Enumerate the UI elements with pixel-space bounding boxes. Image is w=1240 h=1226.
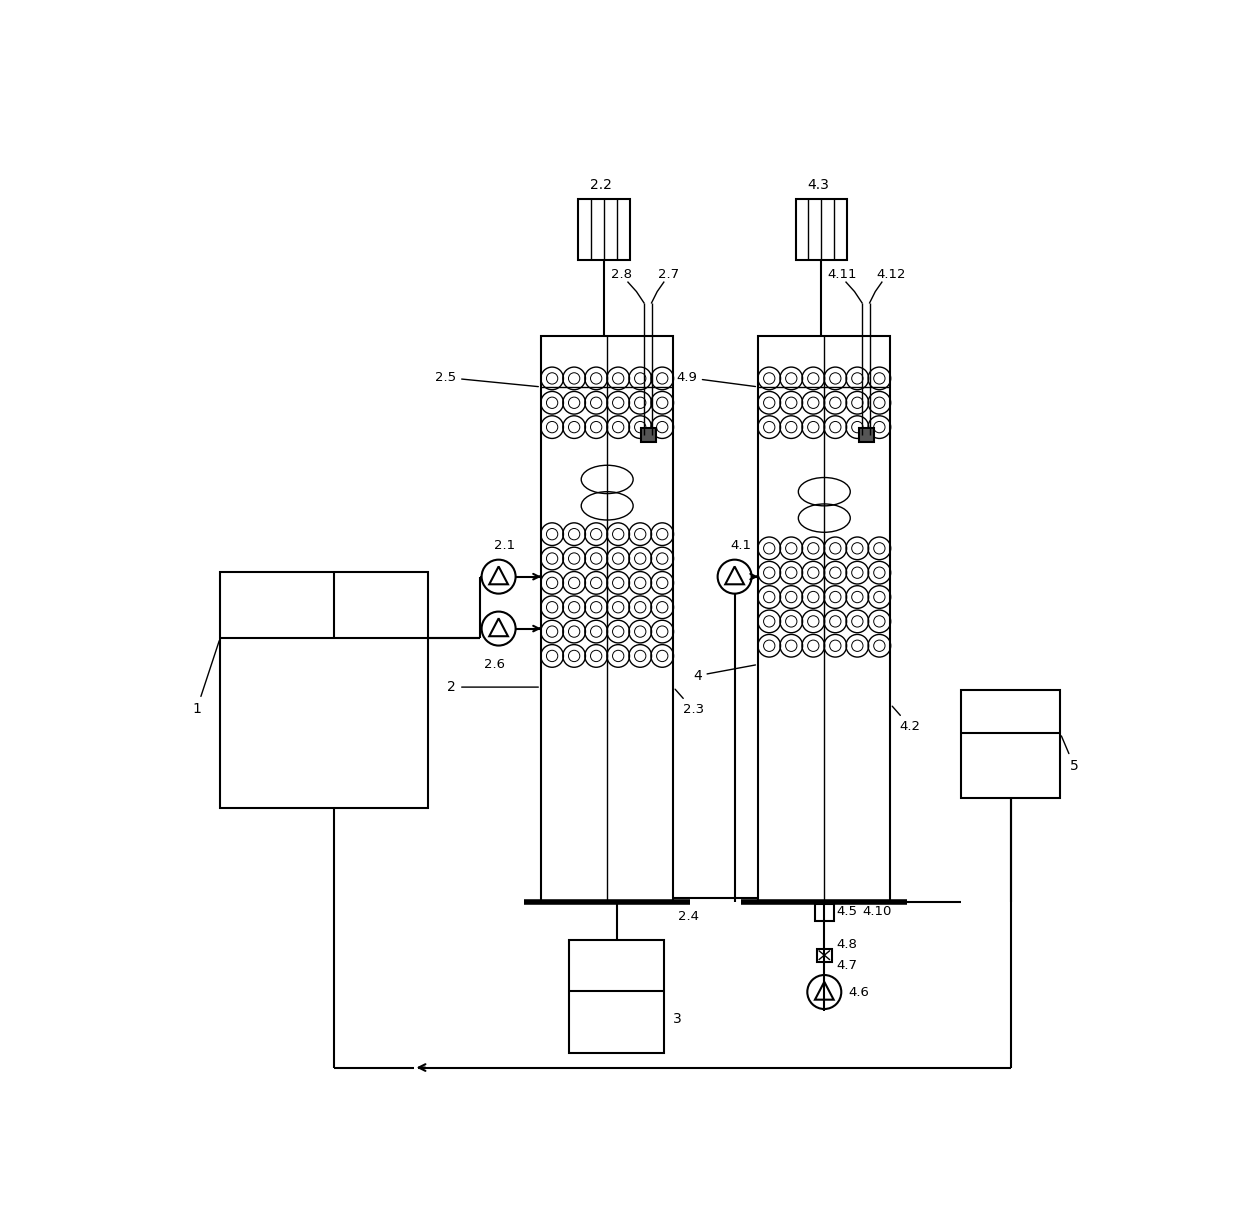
Text: 2.6: 2.6 [485,658,506,671]
Text: 4.6: 4.6 [848,986,869,998]
Bar [961,690,1060,798]
Text: 5: 5 [1061,736,1079,772]
Text: 4.8: 4.8 [837,938,857,951]
Text: 4.2: 4.2 [893,706,921,733]
Bar [541,336,673,902]
Text: 2.4: 2.4 [678,910,699,923]
Text: 1: 1 [192,641,219,716]
Bar [859,428,874,441]
Text: 4.12: 4.12 [877,268,905,281]
Text: 4.3: 4.3 [807,178,830,192]
Text: 4.10: 4.10 [862,905,892,918]
Text: 4.7: 4.7 [837,959,858,972]
Text: 4.9: 4.9 [676,371,755,386]
Bar [641,428,656,441]
Text: 4.11: 4.11 [827,268,857,281]
Text: 2.3: 2.3 [675,689,704,716]
Bar [578,199,630,260]
Text: 2.5: 2.5 [435,371,538,386]
Bar [796,199,847,260]
Bar [758,336,890,902]
Text: 2.7: 2.7 [658,268,680,281]
Text: 4.5: 4.5 [837,905,858,918]
Text: 2.2: 2.2 [590,178,613,192]
Text: 4: 4 [693,664,755,683]
Text: 2: 2 [448,680,538,694]
Text: 3: 3 [673,1013,682,1026]
Text: 2.1: 2.1 [494,539,515,552]
Bar [569,940,663,1053]
Text: 4.1: 4.1 [730,539,751,552]
Bar [221,571,428,808]
Text: 2.8: 2.8 [611,268,632,281]
Bar [817,949,832,962]
Bar [815,905,833,921]
